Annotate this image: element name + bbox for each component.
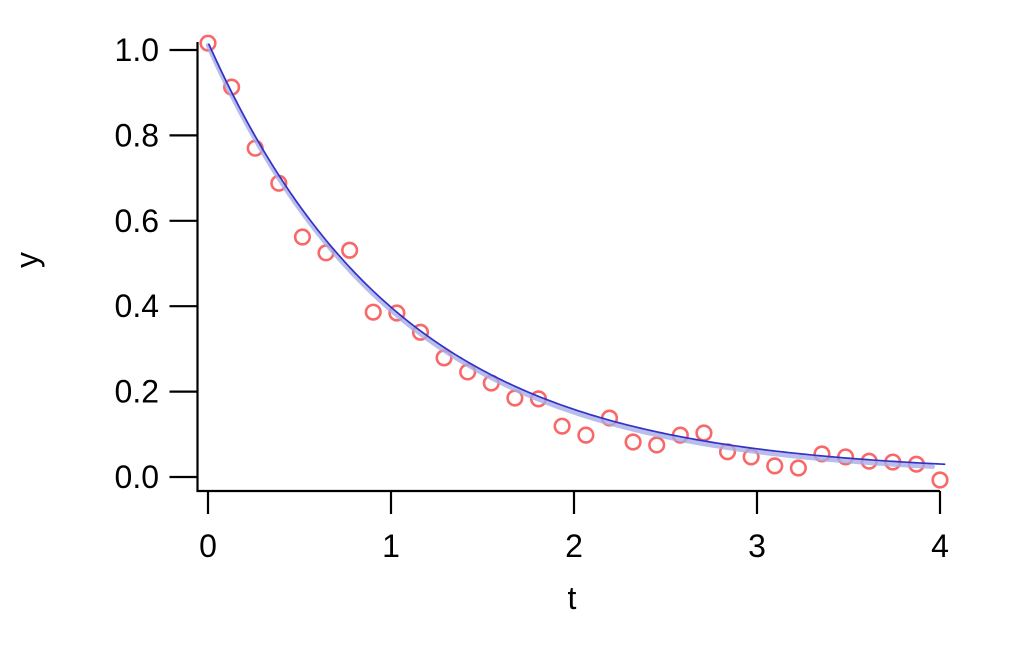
plot-area: 0.0 0.2 0.4 0.6 0.8 1.0 0 1 2 3 4 (115, 32, 949, 564)
x-tick-label: 2 (565, 528, 583, 564)
y-tick-label: 0.8 (115, 117, 159, 153)
y-tick-label: 0.6 (115, 203, 159, 239)
fit-line-curve (208, 43, 946, 466)
data-point (364, 303, 382, 321)
x-tick-label: 1 (382, 528, 400, 564)
y-tick-label: 0.2 (115, 374, 159, 410)
y-tick-label: 0.4 (115, 288, 159, 324)
data-point (648, 436, 666, 454)
axes-frame (196, 42, 940, 493)
x-tick-label: 0 (199, 528, 217, 564)
fit-band-curve (205, 43, 935, 469)
y-axis-title: y (9, 252, 45, 268)
data-point (577, 426, 595, 444)
x-tick-label: 4 (931, 528, 949, 564)
data-point (341, 241, 359, 259)
data-point (695, 424, 713, 442)
x-tick-label: 3 (748, 528, 766, 564)
data-point (553, 417, 571, 435)
x-axis-title: t (568, 580, 577, 616)
data-point (789, 459, 807, 477)
y-tick-label: 0.0 (115, 459, 159, 495)
data-point (931, 471, 949, 489)
y-tick-label: 1.0 (115, 32, 159, 68)
data-point (411, 323, 430, 341)
data-point (766, 457, 784, 475)
data-point (293, 228, 312, 246)
data-point (624, 433, 642, 451)
data-point (813, 445, 831, 463)
data-point (388, 304, 406, 322)
